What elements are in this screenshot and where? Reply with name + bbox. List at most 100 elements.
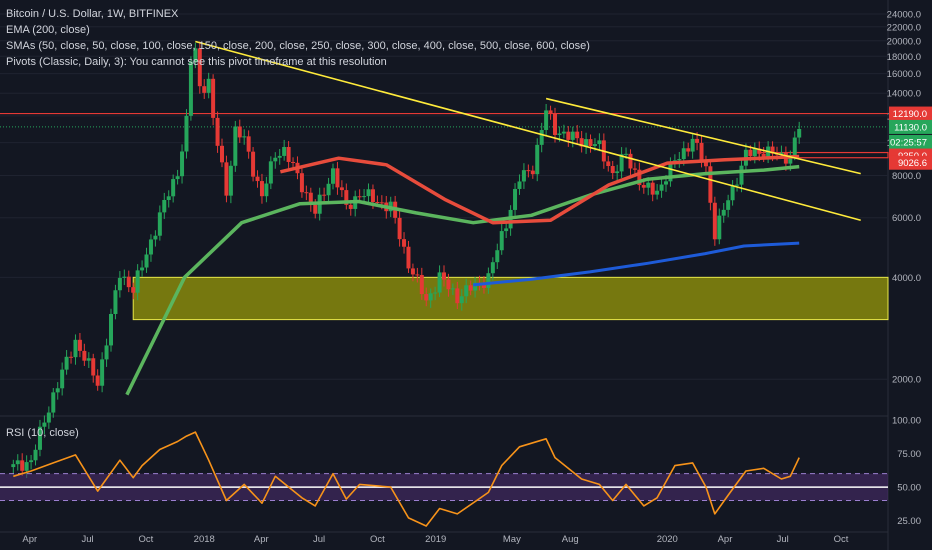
candle-body — [757, 148, 762, 154]
time-tick-label: 2019 — [425, 534, 446, 545]
sma-red-line — [280, 154, 800, 225]
time-tick-label: 2020 — [657, 534, 678, 545]
resistance-price-badge-bg — [889, 106, 932, 121]
price-tick-label: 8000.0 — [892, 171, 921, 182]
candle-body — [499, 231, 504, 251]
last-price-badge: 11130.0 — [894, 122, 927, 133]
candle-body — [291, 161, 296, 163]
rsi-tick-label: 100.00 — [892, 416, 921, 427]
price-tick-label: 20000.0 — [887, 36, 921, 47]
candle-body — [584, 139, 589, 147]
candle-body — [29, 460, 34, 463]
candle-body — [331, 168, 335, 184]
candle-body — [450, 288, 455, 290]
candle-body — [42, 422, 47, 427]
candle-body — [375, 202, 380, 204]
candle-body — [606, 161, 611, 167]
candle-body — [268, 161, 273, 184]
candle-body — [553, 113, 557, 135]
candle-body — [708, 166, 713, 203]
candle-body — [539, 129, 544, 145]
candle-body — [730, 185, 735, 201]
candle-body — [166, 196, 171, 200]
candle-body — [224, 162, 229, 196]
price-tick-label: 24000.0 — [887, 9, 921, 20]
candle-body — [570, 131, 575, 140]
candle-body — [184, 115, 189, 152]
candle-body — [193, 48, 198, 62]
candle-body — [761, 153, 766, 157]
candle-body — [579, 138, 584, 147]
candle-body — [664, 181, 668, 185]
time-tick-label: Jul — [777, 534, 789, 545]
candle-body — [215, 117, 220, 146]
candle-body — [157, 212, 162, 236]
candle-body — [73, 339, 78, 358]
candle-body — [286, 146, 291, 162]
pivots-legend[interactable]: Pivots (Classic, Daily, 3): You cannot s… — [6, 56, 387, 68]
candle-body — [752, 148, 757, 157]
candle-body — [171, 179, 176, 197]
candle-body — [406, 246, 411, 269]
candle-body — [735, 184, 740, 186]
candle-body — [51, 392, 56, 413]
sma-green-line — [125, 164, 800, 396]
candle-body — [135, 270, 140, 293]
candle-body — [464, 285, 469, 297]
candle-body — [650, 182, 655, 195]
candle-body — [339, 187, 344, 191]
candle-body — [335, 168, 340, 188]
candle-body — [322, 194, 327, 196]
candle-body — [264, 183, 269, 197]
candle-body — [277, 155, 282, 158]
candle-body — [410, 268, 415, 275]
ema-legend[interactable]: EMA (200, close) — [6, 24, 90, 36]
price-tick-label: 6000.0 — [892, 213, 921, 224]
candle-body — [632, 168, 637, 170]
candle-body — [788, 154, 793, 164]
sma-legend[interactable]: SMAs (50, close, 50, close, 100, close, … — [6, 40, 590, 52]
price-tick-label: 18000.0 — [887, 52, 921, 63]
candle-body — [246, 136, 251, 152]
candle-body — [299, 173, 304, 193]
candle-body — [468, 285, 473, 291]
candle-body — [131, 287, 136, 293]
candle-body — [308, 192, 313, 205]
candle-body — [357, 196, 362, 198]
support-zone — [133, 277, 888, 320]
candle-body — [415, 274, 420, 276]
candle-body — [588, 139, 593, 146]
candle-body — [33, 449, 38, 461]
candle-body — [144, 254, 149, 268]
candle-body — [797, 128, 802, 138]
candle-body — [15, 460, 20, 465]
price-tick-label: 4000.0 — [892, 273, 921, 284]
rsi-legend[interactable]: RSI (10, close) — [6, 427, 79, 439]
ema-200-line — [473, 241, 800, 287]
price-tick-label: 14000.0 — [887, 89, 921, 100]
time-tick-label: 2018 — [194, 534, 215, 545]
candle-body — [703, 162, 708, 167]
candle-body — [495, 250, 500, 263]
candle-body — [206, 78, 211, 93]
candle-body — [366, 189, 371, 197]
candle-body — [459, 296, 464, 304]
candle-body — [442, 272, 446, 280]
level-b-badge-bg — [889, 155, 932, 170]
candle-body — [162, 199, 167, 213]
candle-body — [211, 78, 216, 118]
candle-body — [592, 144, 597, 146]
candle-body — [770, 146, 775, 154]
time-tick-label: Apr — [22, 534, 37, 545]
candle-body — [433, 292, 438, 294]
candle-body — [242, 136, 247, 138]
candle-body — [428, 293, 433, 301]
chart-title: Bitcoin / U.S. Dollar, 1W, BITFINEX — [6, 8, 179, 20]
candle-body — [637, 169, 642, 186]
level-b-badge: 9026.6 — [898, 158, 927, 169]
candle-body — [530, 170, 535, 175]
candle-body — [566, 131, 571, 140]
candle-body — [362, 196, 367, 198]
